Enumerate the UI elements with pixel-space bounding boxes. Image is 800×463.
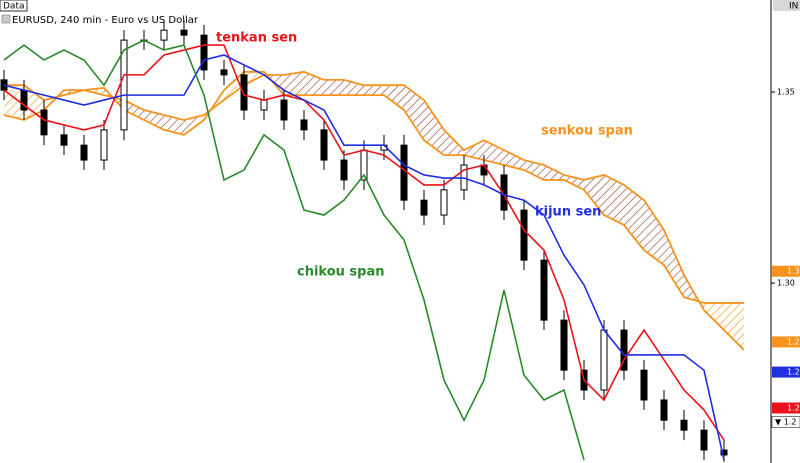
- candle-body: [480, 164, 488, 176]
- price-tag-label: ▼ 1.2: [775, 418, 796, 427]
- price-tag: [772, 366, 800, 378]
- candle-body: [720, 449, 728, 456]
- candle-body: [340, 159, 348, 181]
- line-2: [3, 39, 585, 461]
- cloud-fill: [24, 85, 44, 120]
- cloud-fill: [724, 302, 744, 350]
- price-tag: [772, 336, 800, 348]
- candle-body: [560, 319, 568, 371]
- candle-body: [100, 129, 108, 161]
- price-tag: [772, 402, 800, 414]
- candle-body: [440, 189, 448, 216]
- candle-body: [700, 429, 708, 451]
- cloud-fill: [344, 79, 364, 96]
- panel-label: Data: [3, 2, 25, 12]
- cloud-fill: [144, 110, 164, 130]
- cloud-fill: [384, 85, 404, 111]
- cloud-fill: [124, 100, 144, 120]
- annotation-tenkan: tenkan sen: [216, 31, 297, 46]
- y-tick-label: 1.35: [777, 88, 795, 97]
- y-tick-label: 1.30: [777, 279, 795, 288]
- candle-body: [680, 419, 688, 431]
- line-0: [3, 44, 725, 441]
- price-tag-label: 1.2: [787, 403, 800, 412]
- axis-labels: 1.35 1.30 1.3 1.2 1.2 1.2 ▼ 1.2: [771, 88, 800, 428]
- candle-body: [240, 74, 248, 111]
- cloud-fill: [524, 160, 544, 180]
- cloud-fill: [484, 140, 504, 166]
- candle-body: [180, 29, 188, 36]
- cloud-fill: [304, 71, 324, 96]
- cloud-fill: [564, 174, 584, 190]
- candle-body: [400, 144, 408, 201]
- annotation-chikou: chikou span: [297, 265, 385, 280]
- candle-body: [200, 34, 208, 71]
- candle-body: [600, 329, 608, 391]
- candle-body: [40, 109, 48, 136]
- candle-body: [80, 144, 88, 161]
- cloud-fill: [624, 184, 644, 251]
- candle-body: [300, 119, 308, 131]
- price-tag: [771, 416, 800, 428]
- cloud-fill: [284, 71, 304, 96]
- line-1: [3, 54, 725, 461]
- candle-body: [160, 29, 168, 41]
- axis-header: IN: [789, 2, 798, 12]
- cloud-fill: [184, 114, 204, 135]
- cloud-fill: [464, 140, 484, 161]
- candle-body: [520, 209, 528, 261]
- annotation-kijun: kijun sen: [535, 205, 601, 220]
- cloud-fill: [404, 85, 424, 141]
- axis-header-box: [773, 0, 800, 11]
- cloud-fill: [584, 174, 604, 216]
- cloud-fill: [424, 100, 444, 156]
- candle-body: [280, 99, 288, 121]
- annotation-senkou: senkou span: [541, 124, 633, 139]
- cloud-fill: [604, 174, 624, 226]
- candle-body: [60, 134, 68, 146]
- symbol-icon: [1, 14, 11, 24]
- cloud-fill: [704, 302, 724, 331]
- cloud-fill: [544, 165, 564, 180]
- candle-body: [540, 259, 548, 321]
- candle-body: [260, 99, 268, 111]
- panel-label-box: [0, 0, 28, 12]
- plot-area: [0, 19, 745, 462]
- cloud-fill: [364, 85, 384, 96]
- candle-body: [640, 369, 648, 401]
- chart-title: EURUSD, 240 min - Euro vs US Dollar: [12, 15, 199, 26]
- cloud-fill: [664, 229, 684, 298]
- candle-body: [120, 39, 128, 131]
- cloud-fill: [324, 79, 344, 96]
- price-tag-label: 1.2: [787, 368, 800, 377]
- price-tag: [772, 265, 800, 277]
- candle-body: [660, 399, 668, 421]
- cloud-fill: [644, 200, 664, 266]
- cloud-fill: [504, 150, 524, 170]
- candle-body: [420, 199, 428, 216]
- price-tag-label: 1.2: [787, 337, 800, 346]
- cloud-fill: [224, 71, 244, 101]
- candle-body: [320, 129, 328, 161]
- candle-body: [220, 69, 228, 76]
- cloud-fill: [164, 114, 184, 135]
- price-tag-label: 1.3: [787, 267, 800, 276]
